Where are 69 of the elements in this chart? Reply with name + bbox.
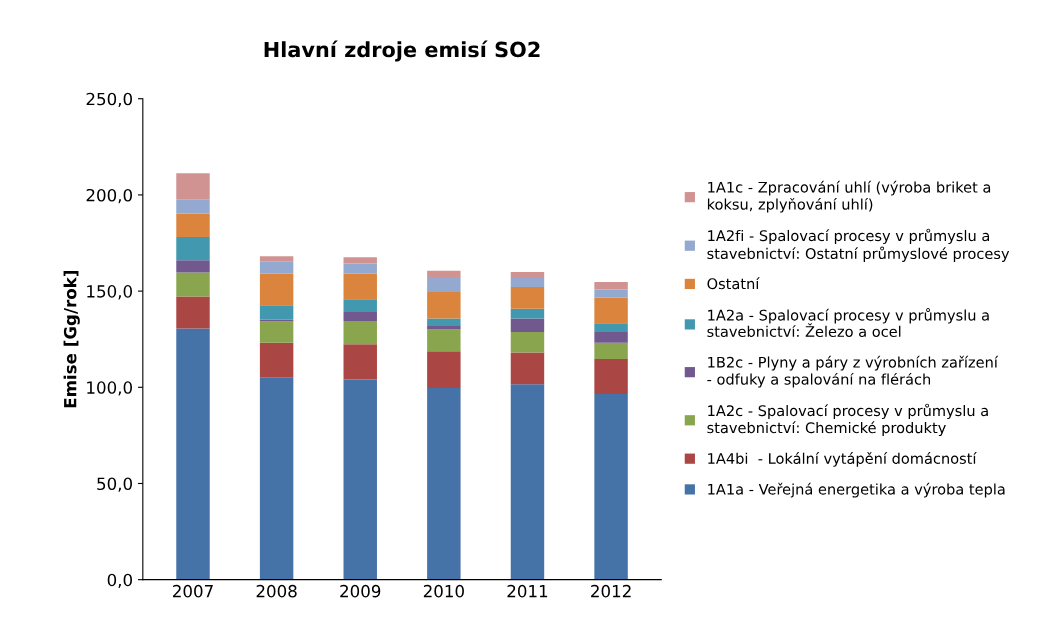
legend-label: 1A1a - Veřejná energetika a výroba tepla [708, 482, 1005, 498]
bar [510, 318, 545, 332]
legend-label: 1A1c - Zpracování uhlí (výroba briket a koksu, zplyňování uhlí) [707, 180, 991, 213]
legend-label: 1A2a - Spalovací procesy v průmyslu a stavebnictví: Železo a ocel [707, 308, 989, 337]
bar [259, 305, 294, 320]
bar [427, 277, 461, 292]
bar [510, 286, 545, 309]
legend-label: Ostatní [707, 277, 760, 290]
y-tick-label: 250,0 [86, 92, 132, 107]
bar [343, 379, 377, 580]
bar [343, 299, 377, 313]
bar [343, 263, 377, 274]
bar [343, 320, 377, 345]
y-tick-label: 0,0 [107, 573, 132, 588]
bar [176, 199, 210, 214]
x-tick-label: 2009 [340, 584, 381, 598]
bar [176, 237, 210, 261]
chart-title: Hlavní zdroje emisí SO2 [264, 40, 540, 62]
x-tick-label: 2008 [256, 584, 297, 598]
bar [594, 281, 628, 290]
bar [176, 213, 210, 238]
bar [594, 394, 628, 580]
bar [259, 319, 294, 322]
bar [594, 331, 628, 343]
bar [259, 273, 294, 306]
bar [176, 272, 210, 297]
bar [510, 384, 545, 580]
bar [259, 261, 294, 274]
legend-label: 1A4bi - Lokální vytápění domácností [708, 452, 977, 467]
bar [259, 321, 294, 343]
bar [427, 318, 461, 326]
y-tick-label: 50,0 [97, 477, 132, 492]
bar [343, 344, 377, 380]
bar [594, 297, 628, 324]
y-tick-label: 150,0 [87, 285, 132, 300]
y-axis-title: Emise [Gg/rok] [63, 271, 80, 408]
bar [510, 331, 545, 353]
bar [427, 388, 461, 580]
legend-label: 1B2c - Plyny a páry z výrobních zařízení - odfuky a spalování na flérách [707, 355, 999, 388]
bar [259, 377, 294, 580]
bar [176, 173, 210, 200]
bar [259, 256, 294, 262]
bar [427, 270, 461, 278]
bar [343, 273, 377, 300]
x-tick-label: 2011 [507, 584, 548, 598]
bar [594, 323, 628, 332]
legend-label: 1A2c - Spalovací procesy v průmyslu a stavebnictví: Chemické produkty [707, 403, 988, 437]
y-tick-label: 100,0 [87, 381, 132, 396]
bar [510, 352, 545, 385]
x-tick-label: 2007 [173, 584, 213, 598]
bar [427, 291, 461, 319]
bar [510, 278, 545, 287]
bar [510, 272, 545, 279]
bar [343, 257, 377, 264]
bar [176, 296, 210, 329]
x-tick-label: 2012 [591, 584, 631, 598]
bar [510, 308, 545, 319]
bar [594, 289, 628, 298]
bar [427, 329, 461, 352]
bar [176, 260, 210, 273]
bar [343, 312, 377, 321]
bar [594, 359, 628, 395]
legend-label: 1A2fi - Spalovací procesy v průmyslu a stavebnictví: Ostatní průmyslové procesy [707, 228, 1010, 262]
bar [176, 328, 210, 580]
bar [259, 342, 294, 378]
x-tick-label: 2010 [423, 584, 464, 598]
bar [594, 342, 628, 360]
bar [427, 351, 461, 389]
y-tick-label: 200,0 [86, 188, 132, 204]
